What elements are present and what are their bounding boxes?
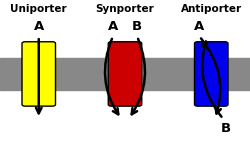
Text: A: A — [194, 20, 204, 33]
Text: A: A — [34, 20, 44, 33]
FancyBboxPatch shape — [194, 42, 228, 106]
Bar — [0, 58, 250, 90]
Text: B: B — [221, 122, 231, 135]
Text: Uniporter: Uniporter — [10, 4, 67, 14]
Text: B: B — [132, 20, 142, 33]
Text: Antiporter: Antiporter — [181, 4, 242, 14]
Text: A: A — [108, 20, 118, 33]
FancyBboxPatch shape — [108, 42, 142, 106]
Text: Synporter: Synporter — [96, 4, 154, 14]
FancyBboxPatch shape — [22, 42, 56, 106]
